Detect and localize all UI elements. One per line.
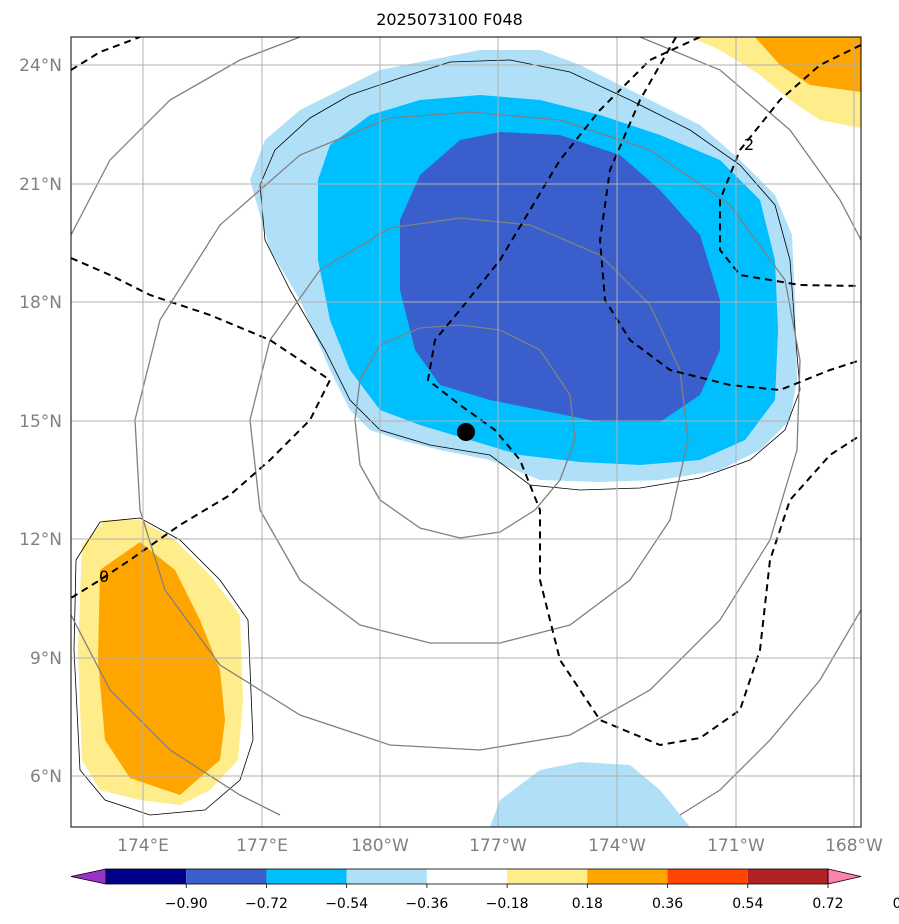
- storm-center-marker: [457, 423, 475, 441]
- lon-tick-label: 177°W: [469, 836, 527, 856]
- lon-tick-label: 174°E: [117, 836, 169, 856]
- colorbar-labels: −0.90 −0.72 −0.54 −0.36 −0.18 0.18 0.36 0.54 0.7…: [165, 884, 899, 912]
- lat-tick-labels: 24°N 21°N 18°N 15°N 12°N 9°N 6°N: [19, 56, 62, 787]
- gridlines: [71, 37, 861, 827]
- colorbar-frame: [105, 868, 829, 885]
- map-plot-area: 0 2: [71, 37, 861, 827]
- colorbar-level-label: −0.72: [245, 896, 288, 912]
- colorbar-level-label: 0.54: [732, 896, 763, 912]
- colorbar-box: [266, 869, 347, 884]
- anomaly-fill-lightblue-south: [490, 762, 690, 827]
- colorbar-level-label: 0.72: [812, 896, 843, 912]
- colorbar-box: [507, 869, 588, 884]
- colorbar-box: [106, 869, 187, 884]
- colorbar-level-label: −0.90: [165, 896, 208, 912]
- colorbar-extend-high: [827, 868, 862, 885]
- map-frame: [70, 36, 862, 828]
- zero-outline-main: [259, 59, 801, 491]
- colorbar-box: [667, 869, 748, 884]
- contour-label-0: 0: [99, 567, 109, 586]
- lon-tick-label: 177°E: [236, 836, 288, 856]
- lat-tick-label: 12°N: [19, 530, 62, 550]
- lon-tick-label: 174°W: [588, 836, 646, 856]
- colorbar-box: [587, 869, 668, 884]
- anomaly-fill-orange-sw: [98, 542, 225, 795]
- lat-tick-label: 6°N: [30, 767, 62, 787]
- lon-tick-labels: 174°E 177°E 180°W 177°W 174°W 171°W 168°W: [117, 836, 883, 856]
- geopotential-contours: [71, 37, 861, 816]
- colorbar-level-label: −0.18: [486, 896, 529, 912]
- dashed-contours: [71, 37, 861, 747]
- colorbar-box: [346, 869, 427, 884]
- colorbar: [70, 868, 862, 885]
- lat-tick-label: 24°N: [19, 56, 62, 76]
- zero-outline-sw: [73, 517, 254, 816]
- lon-tick-label: 171°W: [707, 836, 765, 856]
- lat-tick-label: 18°N: [19, 293, 62, 313]
- colorbar-level-label: −0.36: [405, 896, 448, 912]
- chart-title: 2025073100 F048: [376, 10, 523, 29]
- colorbar-level-label: −0.54: [325, 896, 368, 912]
- colorbar-box: [426, 869, 508, 884]
- anomaly-fill-royalblue: [400, 132, 720, 422]
- colorbar-box: [186, 869, 267, 884]
- lon-tick-label: 180°W: [351, 836, 409, 856]
- lat-tick-label: 9°N: [30, 649, 62, 669]
- lon-tick-label: 168°W: [825, 836, 883, 856]
- colorbar-level-label: 0.90: [893, 896, 899, 912]
- lat-tick-label: 21°N: [19, 175, 62, 195]
- contour-label-2: 2: [744, 135, 754, 154]
- colorbar-level-label: 0.36: [652, 896, 683, 912]
- lat-tick-label: 15°N: [19, 412, 62, 432]
- colorbar-extend-low: [70, 868, 107, 885]
- colorbar-level-label: 0.18: [572, 896, 603, 912]
- colorbar-box: [747, 869, 828, 884]
